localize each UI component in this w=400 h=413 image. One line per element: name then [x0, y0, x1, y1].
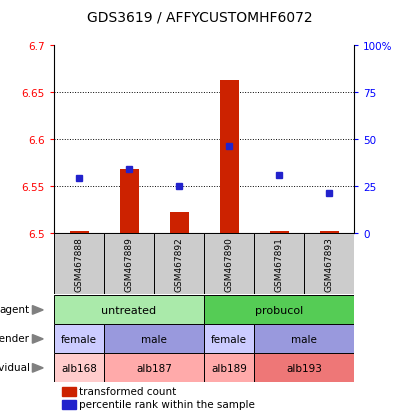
Bar	[320, 231, 338, 233]
Bar	[54, 354, 104, 382]
Bar	[54, 296, 204, 325]
Text: male: male	[291, 334, 317, 344]
Bar	[254, 354, 354, 382]
Bar	[120, 169, 138, 233]
Bar	[154, 233, 204, 294]
Bar	[304, 233, 354, 294]
Text: GSM467891: GSM467891	[274, 237, 284, 291]
Text: GSM467888: GSM467888	[74, 237, 84, 291]
Text: alb193: alb193	[286, 363, 322, 373]
Bar	[104, 354, 204, 382]
Text: gender: gender	[0, 334, 30, 344]
Bar	[204, 233, 254, 294]
Bar	[204, 296, 354, 325]
Text: GSM467889: GSM467889	[124, 237, 134, 291]
Bar	[170, 213, 188, 233]
Text: agent: agent	[0, 305, 30, 315]
Text: female: female	[61, 334, 97, 344]
Bar	[254, 325, 354, 354]
Text: alb168: alb168	[61, 363, 97, 373]
Bar	[70, 231, 88, 233]
Text: transformed count: transformed count	[79, 386, 176, 396]
Bar	[54, 325, 104, 354]
Bar	[62, 400, 76, 409]
Text: female: female	[211, 334, 247, 344]
Text: GDS3619 / AFFYCUSTOMHF6072: GDS3619 / AFFYCUSTOMHF6072	[87, 10, 313, 24]
Bar	[270, 231, 288, 233]
Text: untreated: untreated	[102, 305, 156, 315]
Bar	[220, 81, 238, 233]
Text: percentile rank within the sample: percentile rank within the sample	[79, 399, 255, 409]
Text: GSM467893: GSM467893	[324, 237, 334, 291]
Text: GSM467890: GSM467890	[224, 237, 234, 291]
Bar	[62, 387, 76, 396]
Text: alb189: alb189	[211, 363, 247, 373]
Bar	[204, 354, 254, 382]
Text: alb187: alb187	[136, 363, 172, 373]
Bar	[204, 325, 254, 354]
Polygon shape	[32, 306, 43, 315]
Polygon shape	[32, 335, 43, 344]
Text: GSM467892: GSM467892	[174, 237, 184, 291]
Bar	[104, 233, 154, 294]
Text: male: male	[141, 334, 167, 344]
Text: individual: individual	[0, 363, 30, 373]
Polygon shape	[32, 363, 43, 373]
Bar	[54, 233, 104, 294]
Bar	[254, 233, 304, 294]
Bar	[104, 325, 204, 354]
Text: probucol: probucol	[255, 305, 303, 315]
